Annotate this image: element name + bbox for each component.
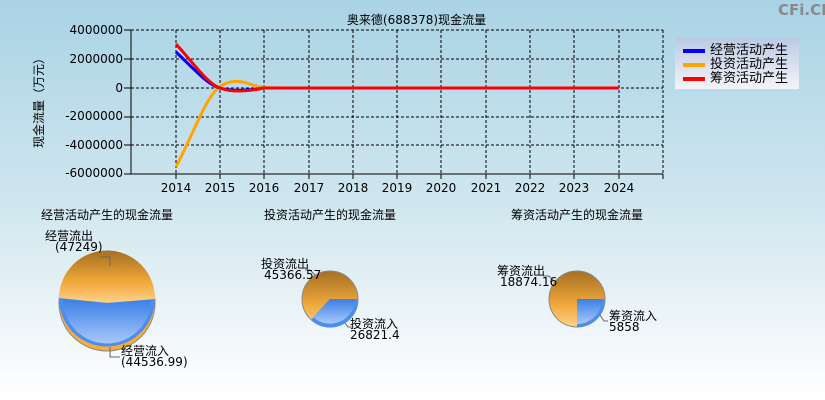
x-tick: 2024 (603, 181, 635, 195)
legend-swatch-orange (683, 62, 705, 67)
x-tick: 2016 (248, 181, 280, 195)
pie-label-operating-outflow: 经营流出 (45, 229, 94, 243)
x-tick: 2023 (558, 181, 590, 195)
pie-value-investing-inflow: 26821.4 (350, 328, 400, 342)
pie-value-financing-inflow: 5858 (609, 320, 640, 334)
y-tick: 4000000 (69, 23, 123, 37)
pie-value-operating-outflow: (47249) (55, 240, 103, 254)
pie-label-investing-outflow: 投资流出 (261, 257, 310, 271)
x-tick: 2014 (160, 181, 192, 195)
pie-value-operating-inflow: (44536.99) (121, 355, 188, 369)
pie-label-investing-inflow: 投资流入 (350, 317, 399, 331)
line-chart-title: 奥来德(688378)现金流量 (346, 13, 487, 27)
legend-item-operating: 经营活动产生 (683, 39, 788, 58)
series-financing-line (174, 42, 619, 93)
pie-label-financing-inflow: 筹资流入 (609, 309, 658, 323)
pie-financing (544, 270, 608, 328)
series-investing-line (174, 79, 619, 168)
y-tick: 2000000 (69, 52, 123, 66)
pie-value-financing-outflow: 18874.16 (500, 275, 558, 289)
pie-title-investing: 投资活动产生的现金流量 (264, 208, 397, 222)
legend-item-financing: 筹资活动产生 (683, 67, 788, 86)
x-tick: 2021 (470, 181, 502, 195)
x-tick: 2022 (514, 181, 546, 195)
y-tick: -2000000 (65, 109, 123, 123)
legend-item-investing: 投资活动产生 (683, 53, 788, 72)
pie-label-financing-outflow: 筹资流出 (497, 264, 546, 278)
y-tick: 0 (115, 81, 123, 95)
x-tick: 2019 (381, 181, 413, 195)
x-tick: 2017 (293, 181, 325, 195)
chart-legend: 经营活动产生 投资活动产生 筹资活动产生 (675, 37, 799, 89)
legend-swatch-red (683, 76, 705, 81)
pie-operating (58, 250, 156, 358)
pie-charts (58, 250, 608, 358)
x-tick: 2018 (337, 181, 369, 195)
x-tick: 2020 (425, 181, 457, 195)
legend-swatch-blue (683, 48, 705, 53)
pie-title-financing: 筹资活动产生的现金流量 (511, 208, 644, 222)
pie-investing (301, 269, 359, 328)
x-tick: 2015 (204, 181, 236, 195)
y-tick: -4000000 (65, 138, 123, 152)
y-tick: -6000000 (65, 166, 123, 180)
pie-title-operating: 经营活动产生的现金流量 (41, 208, 174, 222)
pie-label-operating-inflow: 经营流入 (121, 344, 170, 358)
line-chart-plot (124, 29, 664, 179)
pie-value-investing-outflow: 45366.57 (264, 268, 322, 282)
watermark-logo: CFi.CN (778, 1, 825, 19)
